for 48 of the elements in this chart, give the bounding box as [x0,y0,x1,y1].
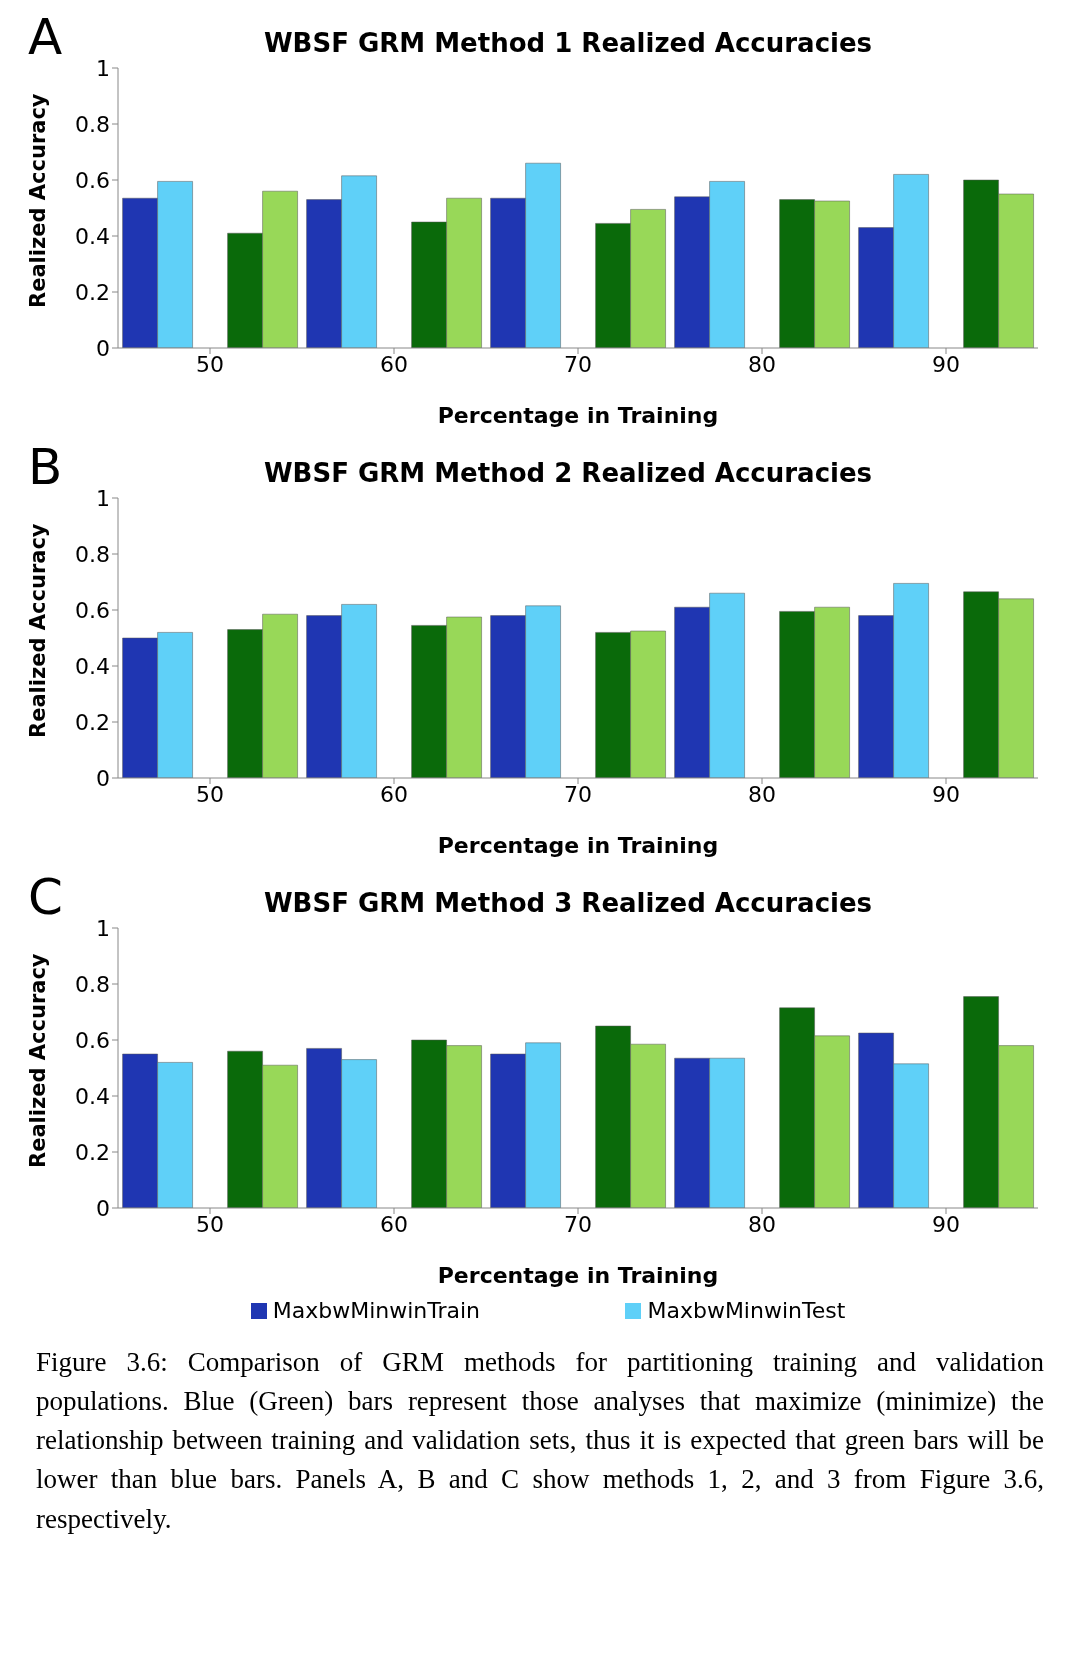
x-tick-label: 80 [748,781,776,807]
y-tick-label: 0.8 [75,111,110,137]
y-tick-label: 0 [96,1195,110,1221]
y-tick-label: 0 [96,765,110,791]
legend-label: MaxbwMinwinTest [647,1298,846,1323]
x-tick-label: 90 [932,1211,960,1237]
x-tick-label: 80 [748,351,776,377]
legend-label: MaxbwMinwinTrain [272,1298,481,1323]
x-tick-label: 50 [196,351,224,377]
x-tick-label: 60 [380,351,408,377]
y-tick-label: 0.4 [75,223,110,249]
y-tick-label: 0.2 [75,1139,110,1165]
x-tick-label: 90 [932,781,960,807]
y-tick-label: 0.6 [75,167,110,193]
x-tick-label: 60 [380,1211,408,1237]
x-axis-title: Percentage in Training [437,1263,719,1288]
x-tick-label: 90 [932,351,960,377]
chart-title: WBSF GRM Method 3 Realized Accuracies [263,888,873,918]
y-tick-label: 0.2 [75,279,110,305]
y-tick-label: 0.8 [75,971,110,997]
x-tick-label: 70 [564,1211,592,1237]
y-tick-label: 0.4 [75,653,110,679]
text: C [28,868,63,926]
text: A [28,8,63,66]
x-axis-title: Percentage in Training [437,833,719,858]
y-tick-label: 0.6 [75,1027,110,1053]
y-tick-label: 0 [96,335,110,361]
chart-title: WBSF GRM Method 2 Realized Accuracies [263,458,873,488]
y-tick-label: 0.2 [75,709,110,735]
y-axis-title: Realized Accuracy [26,953,51,1168]
y-axis-title: Realized Accuracy [26,93,51,308]
y-tick-label: 0.4 [75,1083,110,1109]
x-tick-label: 70 [564,351,592,377]
x-tick-label: 70 [564,781,592,807]
y-tick-label: 0.6 [75,597,110,623]
x-axis-title: Percentage in Training [437,403,719,428]
x-tick-label: 50 [196,1211,224,1237]
x-tick-label: 50 [196,781,224,807]
chart-title: WBSF GRM Method 1 Realized Accuracies [263,28,873,58]
y-axis-title: Realized Accuracy [26,523,51,738]
y-tick-label: 1 [96,55,110,81]
y-tick-label: 0.8 [75,541,110,567]
y-tick-label: 1 [96,915,110,941]
x-tick-label: 60 [380,781,408,807]
x-tick-label: 80 [748,1211,776,1237]
caption: Figure 3.6: Comparison of GRM methods for partitioning training and validation populations. Blue (Green) bars represent those analyses that maximize (minimize) the relationship between training and validation sets, thus it is expected that green bars will be lower than blue bars. Panels A, B and C show methods 1, 2, and 3 from Figure 3.6, respectively. [35,1346,1045,1536]
text: B [28,438,63,496]
y-tick-label: 1 [96,485,110,511]
